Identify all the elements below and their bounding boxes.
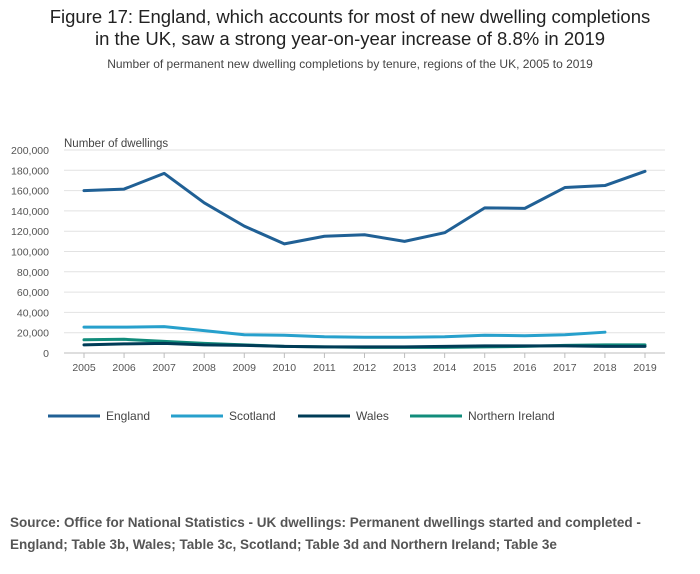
- x-tick-label: 2012: [353, 362, 377, 374]
- legend-item-northern-ireland: Northern Ireland: [410, 409, 555, 423]
- x-tick-label: 2016: [513, 362, 537, 374]
- chart-subtitle: Number of permanent new dwelling complet…: [107, 57, 593, 71]
- legend-label-scotland: Scotland: [229, 409, 276, 423]
- x-tick-label: 2006: [112, 362, 136, 374]
- y-tick-label: 0: [43, 348, 49, 360]
- series-lines: [82, 169, 647, 349]
- x-tick-label: 2014: [433, 362, 457, 374]
- x-tick-label: 2015: [473, 362, 497, 374]
- y-tick-label: 140,000: [11, 206, 49, 218]
- x-tick-label: 2010: [273, 362, 297, 374]
- legend-label-northern-ireland: Northern Ireland: [468, 409, 555, 423]
- y-tick-label: 160,000: [11, 186, 49, 198]
- x-tick-label: 2018: [593, 362, 617, 374]
- x-tick-label: 2013: [393, 362, 417, 374]
- gridlines: [64, 149, 665, 334]
- chart-title-line-2: in the UK, saw a strong year-on-year inc…: [94, 28, 606, 49]
- y-tick-label: 40,000: [17, 307, 49, 319]
- y-tick-label: 200,000: [11, 145, 49, 157]
- x-tick-label: 2007: [152, 362, 176, 374]
- x-tick-label: 2019: [633, 362, 657, 374]
- legend-item-england: England: [48, 409, 150, 423]
- legend-item-wales: Wales: [298, 409, 389, 423]
- legend-label-england: England: [106, 409, 150, 423]
- x-tick-label: 2005: [72, 362, 96, 374]
- legend: England Scotland Wales Northern Ireland: [48, 409, 555, 423]
- chart-title: Figure 17: England, which accounts for m…: [0, 6, 700, 50]
- line-chart: 0 20,000 40,000 60,000 80,000 100,000 120,000 1…: [11, 138, 665, 423]
- x-tick-label: 2011: [313, 362, 336, 374]
- y-tick-label: 120,000: [11, 226, 49, 238]
- y-tick-label: 20,000: [17, 328, 49, 340]
- legend-label-wales: Wales: [356, 409, 389, 423]
- series-line-england: [82, 169, 647, 246]
- y-axis-title: Number of dwellings: [64, 138, 168, 150]
- source-note: Source: Office for National Statistics -…: [10, 515, 641, 552]
- y-tick-label: 60,000: [17, 287, 49, 299]
- series-line-wales: [82, 341, 647, 349]
- y-tick-label: 80,000: [17, 267, 49, 279]
- x-tick-label: 2009: [233, 362, 257, 374]
- legend-item-scotland: Scotland: [171, 409, 276, 423]
- x-tick-label: 2008: [193, 362, 217, 374]
- series-line-scotland: [82, 325, 607, 339]
- axes: 0 20,000 40,000 60,000 80,000 100,000 120,000 1…: [11, 145, 665, 374]
- y-tick-label: 100,000: [11, 247, 49, 259]
- chart-title-line-1: Figure 17: England, which accounts for m…: [49, 6, 651, 27]
- y-tick-label: 180,000: [11, 165, 49, 177]
- x-tick-label: 2017: [553, 362, 577, 374]
